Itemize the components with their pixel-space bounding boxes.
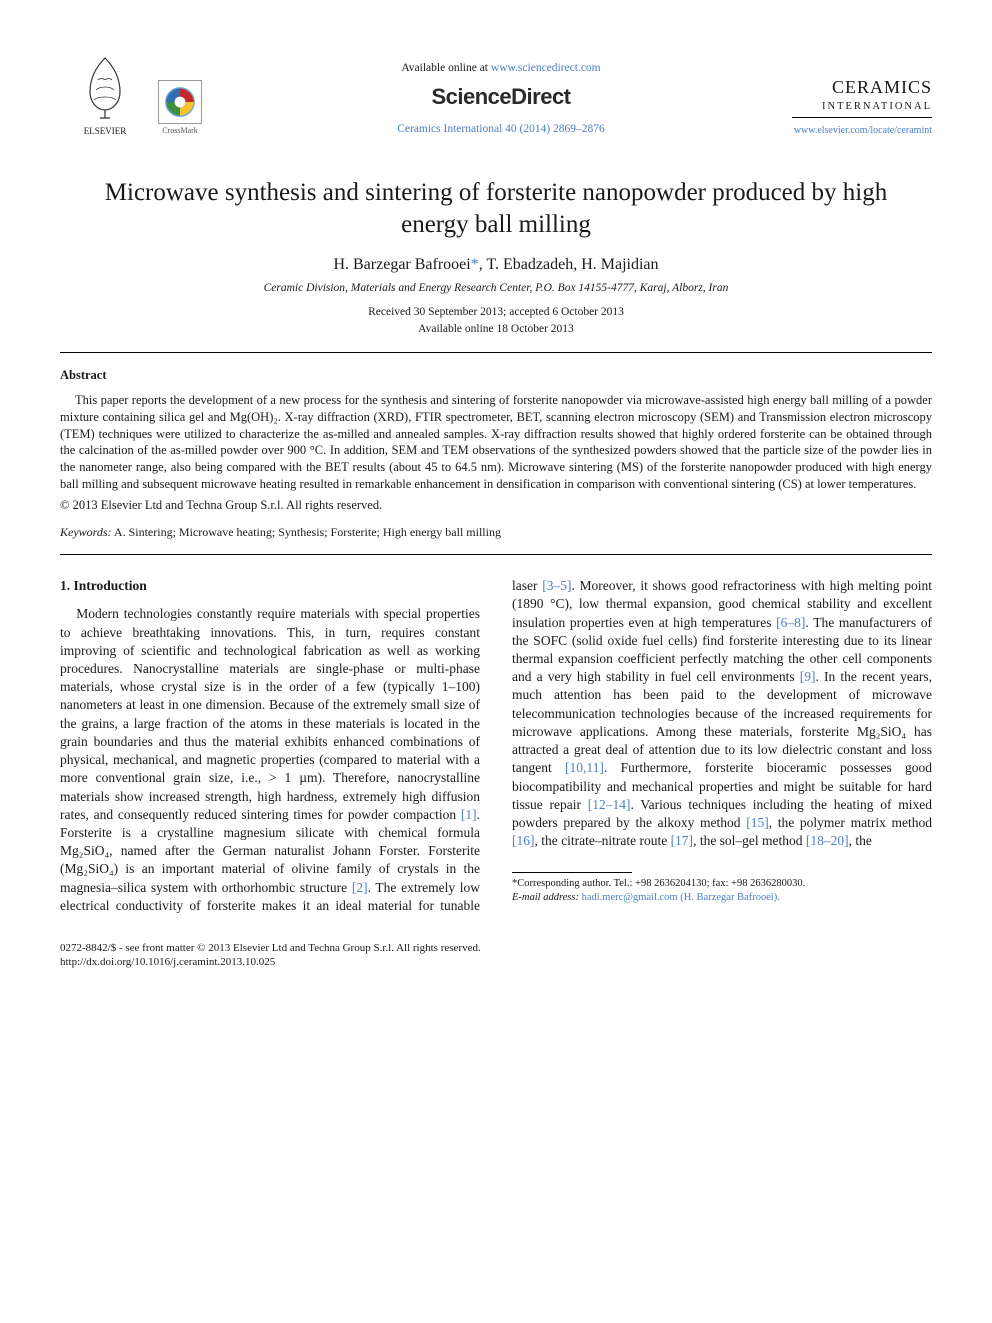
section-heading-introduction: 1. Introduction	[60, 577, 480, 595]
journal-url[interactable]: www.elsevier.com/locate/ceramint	[794, 125, 932, 136]
ref-9[interactable]: [9]	[800, 669, 816, 684]
keywords-text: A. Sintering; Microwave heating; Synthes…	[112, 525, 501, 539]
authors: H. Barzegar Bafrooei*, T. Ebadzadeh, H. …	[60, 254, 932, 276]
rule-bottom	[60, 554, 932, 555]
sciencedirect-url[interactable]: www.sciencedirect.com	[491, 62, 601, 74]
corresponding-email-name: (H. Barzegar Bafrooei).	[678, 892, 780, 903]
ref-12-14[interactable]: [12–14]	[588, 797, 631, 812]
abstract-text: This paper reports the development of a …	[60, 392, 932, 493]
journal-name: CERAMICS	[792, 75, 932, 99]
corresponding-email[interactable]: hadi.merc@gmail.com	[582, 892, 678, 903]
corresponding-line: *Corresponding author. Tel.: +98 2636204…	[512, 877, 932, 891]
header-center: Available online at www.sciencedirect.co…	[210, 61, 792, 138]
available-online-date: Available online 18 October 2013	[60, 322, 932, 338]
ref-17[interactable]: [17]	[671, 833, 694, 848]
ref-10-11[interactable]: [10,11]	[565, 760, 604, 775]
elsevier-label: ELSEVIER	[60, 125, 150, 137]
ref-1[interactable]: [1]	[461, 807, 477, 822]
sciencedirect-logo: ScienceDirect	[210, 82, 792, 112]
ref-2[interactable]: [2]	[352, 880, 368, 895]
corresponding-footnote: *Corresponding author. Tel.: +98 2636204…	[512, 877, 932, 904]
available-prefix: Available online at	[401, 62, 491, 74]
email-label: E-mail address:	[512, 892, 582, 903]
author-1: H. Barzegar Bafrooei	[333, 256, 470, 273]
intro-paragraph: Modern technologies constantly require m…	[60, 577, 932, 915]
ref-15[interactable]: [15]	[746, 815, 769, 830]
keywords-label: Keywords:	[60, 525, 112, 539]
header: ELSEVIER CrossMark Available online at w…	[60, 50, 932, 137]
ref-16[interactable]: [16]	[512, 833, 535, 848]
article-title: Microwave synthesis and sintering of for…	[100, 177, 892, 240]
keywords: Keywords: A. Sintering; Microwave heatin…	[60, 524, 932, 540]
available-online-line: Available online at www.sciencedirect.co…	[210, 61, 792, 77]
footer-copyright: 0272-8842/$ - see front matter © 2013 El…	[60, 941, 932, 955]
affiliation: Ceramic Division, Materials and Energy R…	[60, 281, 932, 297]
footer-doi[interactable]: http://dx.doi.org/10.1016/j.ceramint.201…	[60, 955, 932, 969]
ref-6-8[interactable]: [6–8]	[776, 615, 805, 630]
author-2: T. Ebadzadeh	[486, 256, 573, 273]
page-footer: 0272-8842/$ - see front matter © 2013 El…	[60, 941, 932, 970]
author-3: H. Majidian	[581, 256, 658, 273]
citation-line[interactable]: Ceramics International 40 (2014) 2869–28…	[210, 122, 792, 138]
corresponding-mark[interactable]: *	[471, 256, 479, 273]
journal-subtitle: INTERNATIONAL	[792, 100, 932, 114]
journal-logo-block: CERAMICS INTERNATIONAL www.elsevier.com/…	[792, 75, 932, 137]
abstract-copyright: © 2013 Elsevier Ltd and Techna Group S.r…	[60, 497, 932, 514]
crossmark-icon	[158, 80, 202, 124]
elsevier-logo-block: ELSEVIER	[60, 50, 150, 137]
elsevier-tree-icon	[70, 50, 140, 120]
ref-3-5[interactable]: [3–5]	[542, 578, 571, 593]
abstract-label: Abstract	[60, 367, 932, 384]
rule-top	[60, 352, 932, 353]
crossmark-label: CrossMark	[150, 126, 210, 137]
ref-18-20[interactable]: [18–20]	[806, 833, 849, 848]
body-columns: 1. Introduction Modern technologies cons…	[60, 577, 932, 915]
crossmark-block[interactable]: CrossMark	[150, 80, 210, 137]
abstract-body: This paper reports the development of a …	[60, 392, 932, 493]
received-accepted: Received 30 September 2013; accepted 6 O…	[60, 305, 932, 321]
footnote-separator	[512, 872, 632, 873]
